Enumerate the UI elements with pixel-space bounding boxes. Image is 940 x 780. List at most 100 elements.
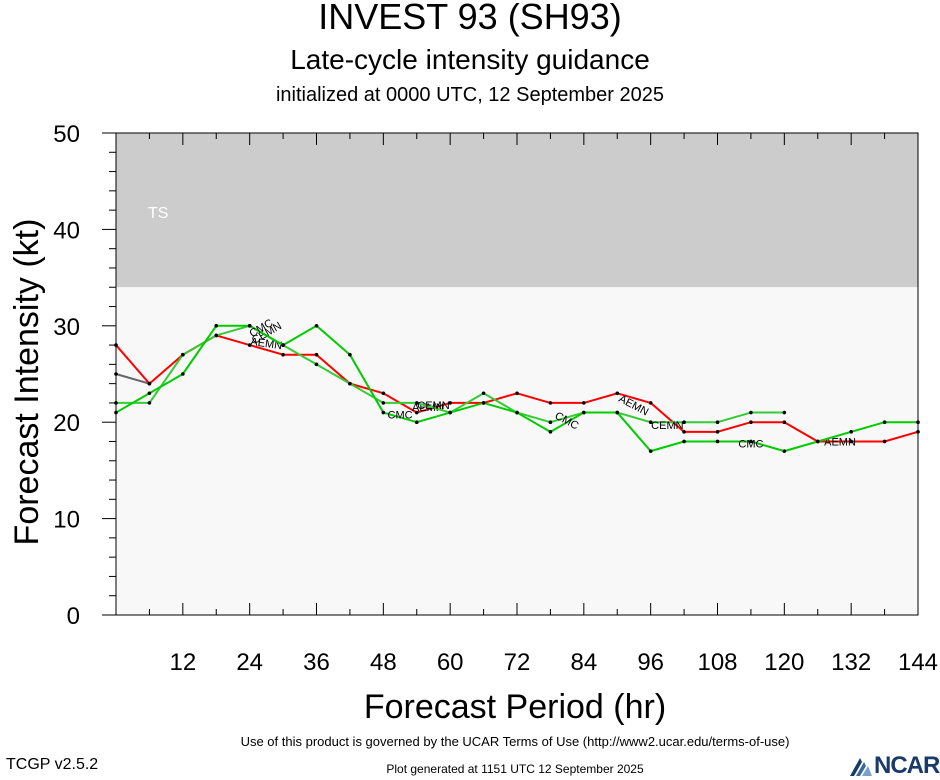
data-point-aemn bbox=[715, 430, 720, 434]
data-point-cmc bbox=[214, 324, 219, 328]
series-label-cemn: CEMN bbox=[417, 400, 449, 412]
data-point-cmc bbox=[782, 449, 787, 453]
data-point-cemn bbox=[314, 362, 319, 367]
data-point-cemn bbox=[548, 420, 553, 425]
data-point-aemn bbox=[682, 430, 686, 434]
band-label-ts: TS bbox=[148, 205, 168, 222]
data-point-cemn bbox=[348, 381, 352, 386]
terms-of-use-notice: Use of this product is governed by the U… bbox=[240, 734, 790, 749]
data-point-cmc bbox=[615, 410, 620, 415]
data-point-cmc bbox=[682, 439, 686, 444]
data-point-cmc bbox=[849, 430, 853, 434]
intensity-band-1 bbox=[116, 287, 918, 615]
x-tick-label: 60 bbox=[437, 649, 464, 676]
data-point-aemn bbox=[648, 401, 653, 405]
y-tick-label: 20 bbox=[53, 410, 80, 437]
data-point-cmc bbox=[281, 343, 285, 347]
y-tick-label: 30 bbox=[53, 314, 80, 341]
x-tick-label: 96 bbox=[637, 649, 664, 676]
data-point-cemn bbox=[682, 420, 686, 425]
x-tick-label: 120 bbox=[764, 649, 804, 676]
data-point-aemn bbox=[147, 381, 152, 386]
data-point-cemn bbox=[214, 333, 219, 338]
chart-subtitle: Late-cycle intensity guidance bbox=[290, 44, 650, 75]
data-point-cmc bbox=[247, 324, 252, 328]
data-point-cemn bbox=[381, 401, 386, 405]
data-point-cmc bbox=[582, 410, 586, 415]
data-point-cmc bbox=[548, 430, 553, 434]
generated-time: Plot generated at 1151 UTC 12 September … bbox=[386, 762, 644, 776]
data-point-aemn bbox=[749, 420, 753, 425]
series-label-aemn: AEMN bbox=[824, 436, 856, 448]
data-point-cmc bbox=[916, 420, 920, 425]
data-point-cmc bbox=[348, 352, 352, 357]
data-point-aemn bbox=[515, 391, 519, 396]
y-axis-label: Forecast Intensity (kt) bbox=[8, 219, 46, 546]
data-point-aemn bbox=[381, 391, 386, 396]
data-point-cmc bbox=[448, 410, 452, 415]
data-point-aemn bbox=[615, 391, 620, 396]
ncar-logo-mark-icon bbox=[850, 758, 872, 776]
data-point-aemn bbox=[548, 401, 553, 405]
chart-title: INVEST 93 (SH93) bbox=[318, 0, 622, 37]
x-tick-label: 84 bbox=[570, 649, 597, 676]
data-point-cemn bbox=[749, 410, 753, 415]
ncar-logo: NCAR bbox=[848, 750, 940, 780]
data-point-cemn bbox=[782, 410, 787, 415]
initialization-time: initialized at 0000 UTC, 12 September 20… bbox=[275, 84, 664, 106]
x-axis-label: Forecast Period (hr) bbox=[364, 688, 666, 726]
series-line-series-0 bbox=[115, 373, 150, 385]
data-point-cmc bbox=[749, 439, 753, 444]
data-point-cemn bbox=[481, 391, 486, 396]
x-tick-label: 132 bbox=[831, 649, 871, 676]
intensity-band-0 bbox=[116, 133, 918, 288]
data-point-cmc bbox=[882, 420, 887, 425]
data-point-cmc bbox=[181, 372, 185, 376]
data-point-aemn bbox=[414, 410, 419, 415]
series-label-cemn: CEMN bbox=[651, 420, 683, 432]
data-point-cmc bbox=[414, 420, 419, 425]
data-point-cmc bbox=[715, 439, 720, 444]
x-tick-label: 144 bbox=[898, 649, 938, 676]
data-point-aemn bbox=[582, 401, 586, 405]
data-point-cmc bbox=[147, 391, 152, 396]
y-tick-label: 0 bbox=[67, 603, 80, 630]
data-point-cemn bbox=[147, 401, 152, 405]
data-point-cmc bbox=[648, 449, 653, 453]
data-point-cmc bbox=[481, 401, 486, 405]
x-tick-label: 72 bbox=[504, 649, 531, 676]
data-point-aemn bbox=[114, 343, 118, 347]
data-point-aemn bbox=[448, 401, 452, 405]
data-point-cmc bbox=[381, 410, 386, 415]
data-point-cmc bbox=[515, 410, 519, 415]
x-tick-label: 36 bbox=[303, 649, 330, 676]
data-point-cmc bbox=[114, 410, 118, 415]
data-point-cemn bbox=[181, 352, 185, 357]
y-tick-label: 40 bbox=[53, 217, 80, 244]
series-label-cmc: CMC bbox=[388, 409, 413, 421]
data-point-aemn bbox=[882, 439, 887, 444]
data-point-cemn bbox=[648, 420, 653, 425]
series-label-cmc: CMC bbox=[738, 438, 763, 450]
x-tick-label: 108 bbox=[697, 649, 737, 676]
data-point-aemn bbox=[281, 352, 285, 357]
y-tick-label: 50 bbox=[53, 121, 80, 148]
data-point-series-0 bbox=[114, 372, 118, 376]
data-point-aemn bbox=[916, 430, 920, 434]
ncar-logo-text: NCAR bbox=[874, 752, 940, 779]
y-tick-label: 10 bbox=[53, 507, 80, 534]
data-point-cemn bbox=[114, 401, 118, 405]
data-point-aemn bbox=[314, 352, 319, 357]
x-tick-label: 12 bbox=[169, 649, 196, 676]
data-point-aemn bbox=[247, 343, 252, 347]
version-label: TCGP v2.5.2 bbox=[6, 756, 99, 773]
data-point-cemn bbox=[414, 401, 419, 405]
data-point-aemn bbox=[849, 439, 853, 444]
x-tick-label: 24 bbox=[236, 649, 263, 676]
x-tick-label: 48 bbox=[370, 649, 397, 676]
data-point-cemn bbox=[715, 420, 720, 425]
data-point-aemn bbox=[782, 420, 787, 425]
data-point-cmc bbox=[314, 324, 319, 328]
data-point-cmc bbox=[815, 439, 820, 444]
